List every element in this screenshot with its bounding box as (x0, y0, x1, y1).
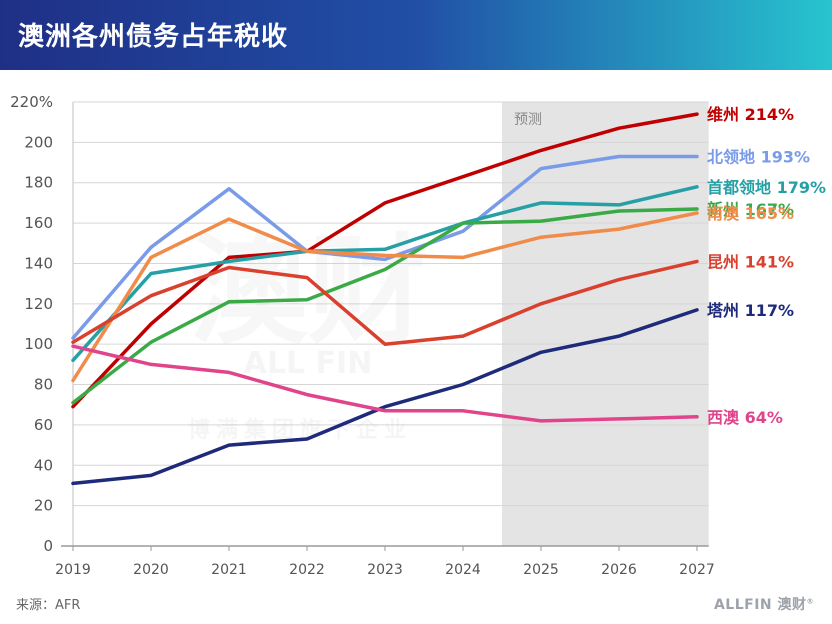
x-tick-label: 2021 (211, 562, 247, 578)
brand-logo: ALLFIN 澳财® (713, 597, 814, 613)
header-banner: 澳洲各州债务占年税收 (0, 0, 832, 70)
watermark-name: ALL FIN (244, 346, 373, 381)
series-line-昆州 (71, 259, 699, 346)
watermark-logo: 澳财 (190, 222, 426, 360)
series-end-label: 北领地 193% (707, 147, 810, 166)
series-line-维州 (71, 112, 699, 409)
y-tick-label: 160 (24, 214, 53, 232)
x-tick-label: 2027 (679, 562, 715, 578)
series-line-南澳 (71, 211, 699, 383)
series-line-塔州 (71, 308, 699, 486)
x-tick-label: 2019 (55, 562, 91, 578)
y-tick-label: 140 (24, 254, 53, 272)
series-end-label: 新州 167% (707, 200, 794, 219)
x-tick-label: 2024 (445, 562, 481, 578)
series-end-label: 维州 214% (707, 105, 794, 124)
series-end-label: 南澳 165% (707, 204, 794, 223)
x-tick-label: 2026 (601, 562, 637, 578)
series-end-label: 首都领地 179% (707, 178, 826, 197)
series-line-北领地 (71, 154, 699, 340)
forecast-label: 预测 (514, 112, 542, 128)
y-tick-label: 100 (24, 335, 53, 353)
source-note: 来源：AFR (16, 598, 81, 613)
x-tick-label: 2020 (133, 562, 169, 578)
y-tick-label: 200 (24, 133, 53, 151)
forecast-region (502, 102, 709, 546)
page-title: 澳洲各州债务占年税收 (18, 22, 289, 52)
y-tick-label: 180 (24, 174, 53, 192)
series-line-西澳 (71, 344, 699, 423)
y-tick-label: 40 (34, 456, 53, 474)
series-line-新州 (71, 207, 699, 405)
series-end-label: 塔州 117% (707, 301, 794, 320)
series-end-label: 昆州 141% (707, 252, 794, 271)
x-tick-label: 2023 (367, 562, 403, 578)
series-end-label: 西澳 64% (707, 408, 783, 427)
y-tick-label: 220% (10, 93, 53, 111)
x-tick-label: 2022 (289, 562, 325, 578)
y-tick-label: 20 (34, 497, 53, 515)
y-tick-label: 60 (34, 416, 53, 434)
y-tick-label: 0 (43, 537, 53, 555)
y-tick-label: 120 (24, 295, 53, 313)
y-tick-label: 80 (34, 376, 53, 394)
series-line-首都领地 (71, 185, 699, 363)
x-tick-label: 2025 (523, 562, 559, 578)
